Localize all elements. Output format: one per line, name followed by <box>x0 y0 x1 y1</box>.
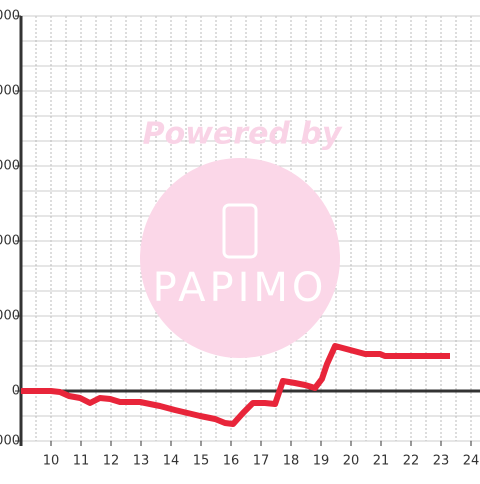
x-tick-label: 18 <box>283 454 300 469</box>
x-tick-label: 12 <box>103 454 120 469</box>
x-tick-label: 14 <box>163 454 180 469</box>
watermark-logo: PAPIMO <box>153 265 328 311</box>
y-tick-label: 150,000 <box>0 9 20 24</box>
y-tick-label: 0 <box>12 384 20 399</box>
x-tick-label: 15 <box>193 454 210 469</box>
x-tick-label: 23 <box>433 454 450 469</box>
x-tick-label: 17 <box>253 454 270 469</box>
y-tick-label: 30,000 <box>0 309 20 324</box>
y-tick-label: -20,000 <box>0 434 20 449</box>
x-tick-label: 24 <box>463 454 480 469</box>
watermark-icon <box>222 203 258 259</box>
y-tick-label: 90,000 <box>0 159 20 174</box>
y-tick-label: 60,000 <box>0 234 20 249</box>
data-line <box>21 343 450 427</box>
watermark-text: Powered by <box>143 117 343 152</box>
x-tick-label: 13 <box>133 454 150 469</box>
x-tick-label: 19 <box>313 454 330 469</box>
x-tick-label: 21 <box>373 454 390 469</box>
x-tick-label: 11 <box>73 454 90 469</box>
y-tick-label: 120,000 <box>0 84 20 99</box>
plot <box>21 343 450 427</box>
x-tick-label: 16 <box>223 454 240 469</box>
x-tick-label: 10 <box>43 454 60 469</box>
x-tick-label: 20 <box>343 454 360 469</box>
x-tick-label: 22 <box>403 454 420 469</box>
